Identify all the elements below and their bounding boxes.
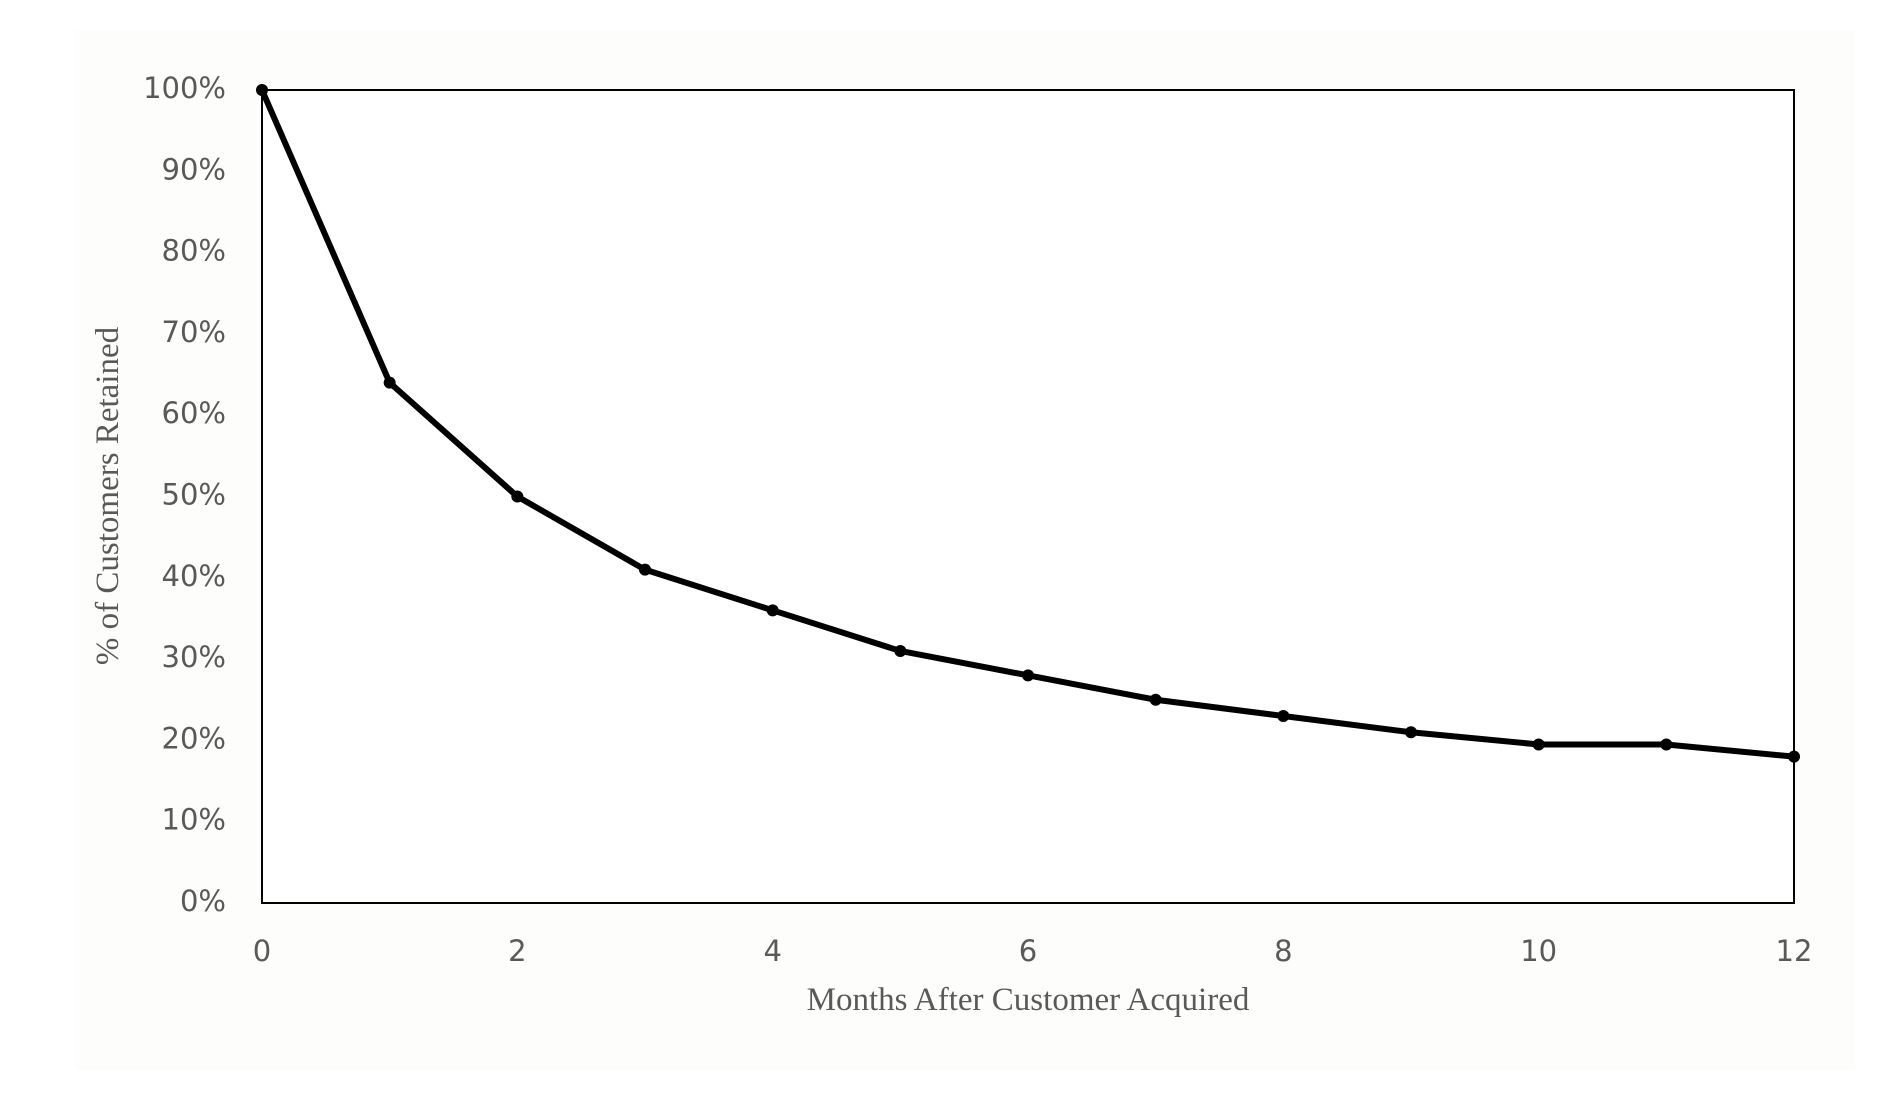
y-axis-title: % of Customers Retained [90, 326, 126, 665]
y-tick-label: 90% [162, 152, 226, 186]
x-tick-label: 8 [1274, 934, 1292, 968]
data-point [1022, 669, 1034, 682]
y-tick-label: 70% [162, 315, 226, 349]
data-point [256, 84, 268, 96]
plot-area [261, 89, 1795, 904]
data-point [1405, 726, 1417, 739]
data-point [1532, 738, 1545, 751]
data-point [766, 604, 779, 617]
y-tick-label: 20% [162, 721, 226, 755]
x-tick-label: 6 [1019, 934, 1037, 968]
data-point [1277, 710, 1290, 723]
data-point [639, 563, 651, 576]
y-tick-label: 80% [162, 234, 226, 268]
x-tick-label: 2 [508, 934, 526, 968]
y-tick-label: 100% [143, 71, 226, 105]
y-tick-label: 10% [162, 803, 226, 837]
y-tick-label: 40% [162, 559, 226, 593]
data-point [1149, 693, 1162, 706]
y-tick-label: 30% [162, 640, 226, 674]
y-tick-label: 0% [180, 884, 226, 918]
x-tick-label: 10 [1520, 934, 1557, 968]
x-tick-label: 0 [253, 934, 271, 968]
data-point [1660, 738, 1673, 751]
y-tick-label: 60% [162, 396, 226, 430]
x-tick-label: 12 [1776, 934, 1813, 968]
data-point [511, 490, 524, 503]
y-tick-label: 50% [162, 478, 226, 512]
data-point [1788, 750, 1800, 763]
data-point [894, 644, 907, 657]
data-point [383, 376, 396, 389]
x-axis-title: Months After Customer Acquired [807, 982, 1250, 1018]
x-tick-label: 4 [763, 934, 781, 968]
